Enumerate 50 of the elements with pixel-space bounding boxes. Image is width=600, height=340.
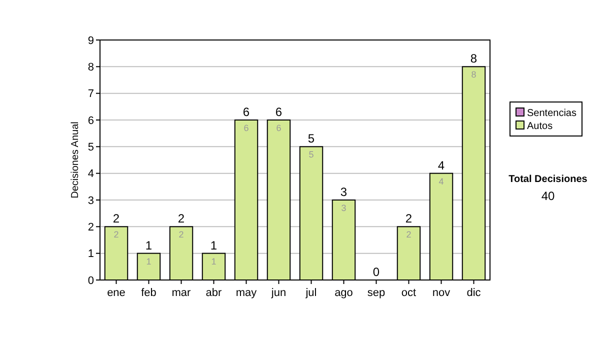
data-label: 2 [114, 230, 119, 240]
y-tick-label: 1 [88, 248, 94, 260]
text: 40 [541, 189, 555, 203]
y-tick-label: 8 [88, 62, 94, 74]
total-label: 5 [308, 132, 315, 146]
total-label: 8 [470, 52, 478, 66]
text: Total Decisiones [508, 174, 588, 185]
y-tick-label: 5 [88, 142, 94, 154]
x-tick-label: oct [401, 287, 416, 299]
y-tick-label: 0 [88, 274, 94, 287]
y-tick-label: 3 [88, 194, 94, 207]
data-label: 2 [178, 230, 184, 240]
y-tick-label: 6 [88, 114, 94, 127]
total-label: 1 [210, 238, 218, 252]
x-tick-label: may [236, 287, 258, 299]
x-tick-label: ago [334, 287, 353, 299]
x-tick-label: ene [107, 287, 126, 299]
data-label: 1 [146, 256, 152, 266]
x-tick-label: dic [466, 287, 482, 299]
y-tick-label: 7 [88, 88, 94, 100]
total-label: 2 [112, 212, 120, 226]
total-label: 3 [340, 185, 348, 199]
legend-label: Autos [527, 121, 553, 132]
data-label: 1 [211, 256, 216, 266]
total-label: 6 [275, 105, 282, 119]
total-label: 2 [405, 212, 412, 226]
data-label: 2 [406, 230, 412, 240]
y-tick-label: 2 [88, 222, 94, 234]
total-label: 6 [242, 105, 250, 119]
x-tick-label: jul [304, 287, 317, 299]
x-tick-label: abr [206, 287, 222, 299]
data-label: 6 [244, 123, 249, 133]
x-tick-label: nov [432, 287, 451, 299]
x-tick-label: mar [172, 287, 192, 299]
data-label: 3 [341, 203, 346, 213]
x-tick-label: jun [270, 287, 286, 299]
y-axis-title: Decisiones Anual [70, 122, 81, 198]
data-label: 4 [438, 176, 444, 186]
total-label: 4 [438, 158, 445, 172]
x-tick-label: sep [367, 287, 386, 299]
total-label: 2 [178, 212, 185, 226]
data-label: 6 [276, 123, 282, 133]
total-label: 0 [372, 265, 380, 279]
legend-label: Sentencias [527, 108, 576, 119]
data-label: 5 [308, 150, 314, 160]
y-tick-label: 4 [88, 168, 94, 180]
data-label: 8 [471, 70, 476, 80]
total-label: 1 [145, 238, 152, 252]
x-tick-label: feb [141, 287, 156, 299]
y-tick-label: 9 [88, 34, 94, 47]
